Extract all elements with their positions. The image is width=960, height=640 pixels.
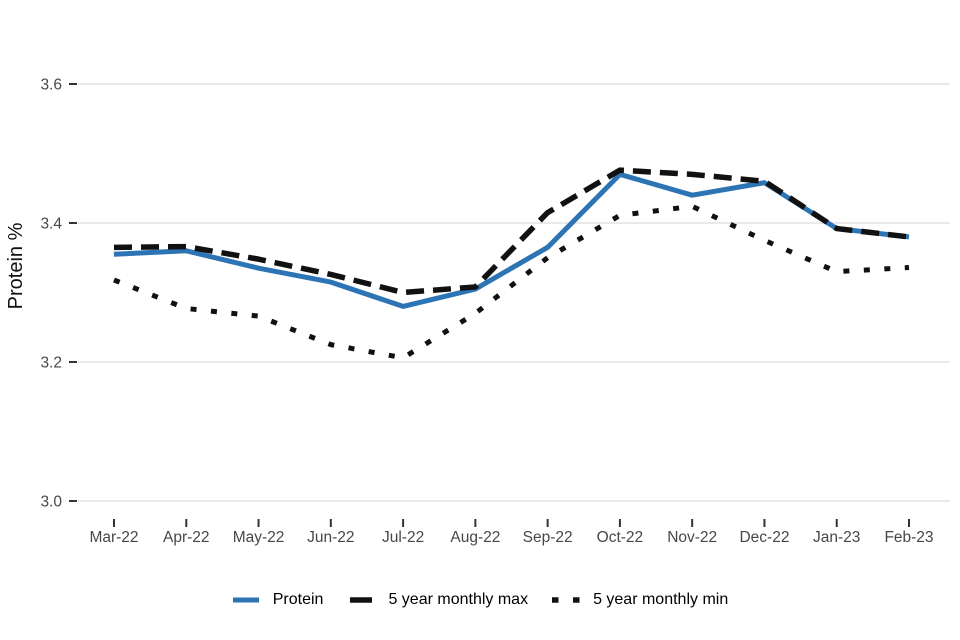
legend-item-protein: Protein xyxy=(232,590,324,610)
legend-label-protein: Protein xyxy=(272,591,324,608)
x-tick-label: Apr-22 xyxy=(163,529,210,546)
chart-legend: Protein 5 year monthly max 5 year monthl… xyxy=(0,584,960,616)
legend-item-5-year-monthly-max: 5 year monthly max xyxy=(347,590,528,610)
max-dashed-line-key xyxy=(350,597,373,603)
x-tick-label: Jan-23 xyxy=(813,529,860,546)
legend-label-5-year-monthly-min: 5 year monthly min xyxy=(593,591,729,608)
x-tick-label: May-22 xyxy=(233,529,285,546)
series-line-5-year-monthly-min xyxy=(113,203,910,361)
protein-solid-line-key xyxy=(232,597,259,603)
series-line-5-year-monthly-max xyxy=(113,167,910,296)
y-tick-label: 3.2 xyxy=(40,355,62,372)
x-tick-label: Feb-23 xyxy=(884,529,933,546)
x-tick-label: Mar-22 xyxy=(89,529,138,546)
x-tick-label: Dec-22 xyxy=(739,529,789,546)
x-tick-label: Aug-22 xyxy=(450,529,500,546)
legend-label-5-year-monthly-max: 5 year monthly max xyxy=(388,591,529,608)
x-tick-label: Oct-22 xyxy=(597,529,644,546)
legend-item-5-year-monthly-min: 5 year monthly min xyxy=(552,590,728,610)
x-tick-label: Sep-22 xyxy=(523,529,573,546)
y-tick-label: 3.0 xyxy=(40,494,62,511)
y-tick-label: 3.6 xyxy=(40,77,62,94)
x-tick-label: Nov-22 xyxy=(667,529,717,546)
x-tick-label: Jun-22 xyxy=(307,529,354,546)
x-tick-label: Jul-22 xyxy=(382,529,424,546)
y-tick-label: 3.4 xyxy=(40,216,62,233)
y-axis-title: Protein % xyxy=(5,222,27,309)
min-dotted-line-key xyxy=(552,597,581,603)
